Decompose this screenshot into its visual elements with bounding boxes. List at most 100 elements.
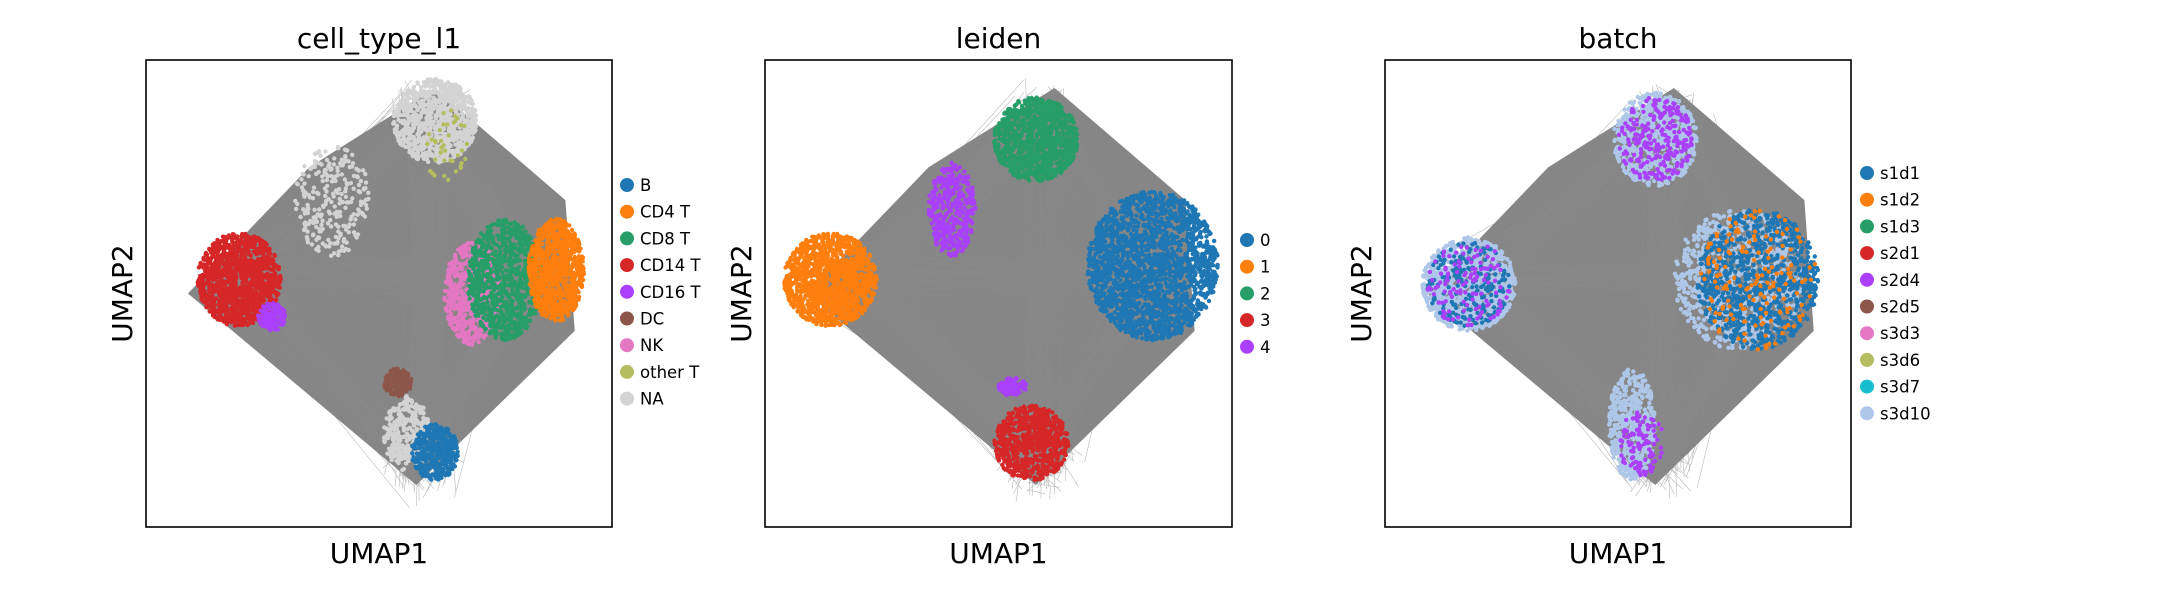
- points-b: [410, 422, 460, 482]
- legend-marker: [620, 204, 634, 219]
- points-s1d1: [1695, 208, 1821, 352]
- points-na: [293, 145, 371, 258]
- legend-label: 3: [1260, 311, 1271, 330]
- legend-marker: [620, 311, 634, 326]
- legend-item: CD8 T: [620, 229, 691, 248]
- points-s2d4: [1425, 244, 1512, 328]
- panel-leiden: leiden UMAP1 UMAP2 0 1 2 3 4: [725, 22, 1271, 570]
- legend-item: s2d4: [1860, 271, 1920, 290]
- plot-frame: [764, 59, 1233, 528]
- points-other-t: [425, 108, 469, 182]
- plot-frame: [1384, 59, 1852, 528]
- legend-marker: [620, 284, 634, 299]
- legend-marker: [1240, 233, 1254, 247]
- legend-marker: [1860, 246, 1874, 261]
- legend-label: 1: [1260, 258, 1271, 277]
- legend-item: s3d6: [1860, 351, 1920, 370]
- points-2: [991, 95, 1080, 184]
- legend-label: s1d1: [1880, 164, 1920, 183]
- points-1: [782, 231, 879, 328]
- legend-item: CD14 T: [620, 256, 701, 275]
- x-axis-label: UMAP1: [949, 537, 1048, 570]
- points-cd16-t: [255, 301, 288, 333]
- legend-marker: [1860, 326, 1874, 341]
- legend-marker: [1860, 272, 1874, 287]
- legend-item: s3d3: [1860, 324, 1920, 343]
- legend-marker: [1240, 259, 1254, 274]
- legend-label: NA: [640, 390, 664, 409]
- legend-label: s2d4: [1880, 271, 1920, 290]
- legend-marker: [1860, 166, 1874, 180]
- legend-label: NK: [640, 336, 664, 355]
- panel-title: leiden: [956, 22, 1042, 55]
- legend-item: 4: [1240, 338, 1271, 357]
- legend-label: CD14 T: [640, 256, 701, 275]
- legend-item: s2d1: [1860, 244, 1920, 263]
- panel-title: cell_type_l1: [297, 22, 461, 55]
- legend-item: CD16 T: [620, 283, 701, 302]
- plot-frame: [145, 59, 613, 528]
- legend-label: s3d10: [1880, 404, 1931, 423]
- legend-label: CD16 T: [640, 283, 701, 302]
- points-s1d2: [1698, 208, 1818, 352]
- legend-marker: [1860, 219, 1874, 234]
- legend-label: DC: [640, 310, 664, 329]
- legend-item: NK: [620, 336, 664, 355]
- legend-item: CD4 T: [620, 203, 691, 222]
- legend-item: NA: [620, 390, 664, 409]
- points-4: [996, 375, 1029, 398]
- legend-label: s3d7: [1880, 378, 1920, 397]
- legend-label: s1d2: [1880, 191, 1920, 210]
- points-3: [992, 403, 1071, 483]
- points-cd4-t: [526, 216, 586, 323]
- legend-item: other T: [620, 363, 700, 382]
- points-dc: [382, 366, 414, 399]
- legend-item: DC: [620, 310, 664, 329]
- legend-marker: [1240, 286, 1254, 301]
- x-axis-label: UMAP1: [330, 537, 429, 570]
- legend-label: 2: [1260, 284, 1271, 303]
- scatter-area: [187, 76, 586, 508]
- legend-item: s1d3: [1860, 217, 1920, 236]
- legend-marker: [620, 338, 634, 353]
- legend: B CD4 T CD8 T CD14 T CD16 T DC NK other T NA: [620, 176, 701, 409]
- legend: s1d1 s1d2 s1d3 s2d1 s2d4 s2d5 s3d3 s3d6 s3d7 s3d1…: [1860, 164, 1931, 423]
- points-4: [926, 160, 978, 259]
- legend-label: s3d3: [1880, 324, 1920, 343]
- legend-marker: [620, 364, 634, 379]
- legend-marker: [620, 178, 634, 192]
- points-s2d4: [1616, 96, 1694, 182]
- legend-marker: [1860, 192, 1874, 207]
- panel-title: batch: [1578, 22, 1657, 55]
- legend-item: s1d1: [1860, 164, 1920, 183]
- points-na: [391, 76, 479, 165]
- legend-item: s3d7: [1860, 378, 1920, 397]
- legend-marker: [620, 231, 634, 246]
- panel-batch: batchUMAP1UMAP2s1d1s1d2s1d3s2d1s2d4s2d5s…: [1345, 22, 1931, 570]
- legend-item: 1: [1240, 258, 1271, 277]
- legend-item: s3d10: [1860, 404, 1931, 423]
- legend-item: B: [620, 176, 651, 195]
- legend-label: s2d1: [1880, 244, 1920, 263]
- legend-marker: [1240, 313, 1254, 328]
- scatter-area: [1420, 84, 1821, 499]
- legend-marker: [1860, 352, 1874, 367]
- x-axis-label: UMAP1: [1569, 537, 1668, 570]
- legend-item: s2d5: [1860, 298, 1920, 317]
- legend-marker: [1860, 299, 1874, 314]
- y-axis-label: UMAP2: [1345, 244, 1378, 343]
- legend-item: s1d2: [1860, 191, 1920, 210]
- legend-marker: [620, 391, 634, 406]
- scatter-area: [782, 78, 1220, 502]
- legend-label: 4: [1260, 338, 1271, 357]
- legend-marker: [1860, 406, 1874, 421]
- legend-item: 2: [1240, 284, 1271, 303]
- y-axis-label: UMAP2: [725, 244, 758, 343]
- legend-label: other T: [640, 363, 700, 382]
- legend-label: CD4 T: [640, 203, 691, 222]
- legend-label: s1d3: [1880, 217, 1920, 236]
- legend-marker: [1860, 379, 1874, 394]
- points-0: [1085, 189, 1220, 343]
- points-s2d4: [1618, 410, 1664, 478]
